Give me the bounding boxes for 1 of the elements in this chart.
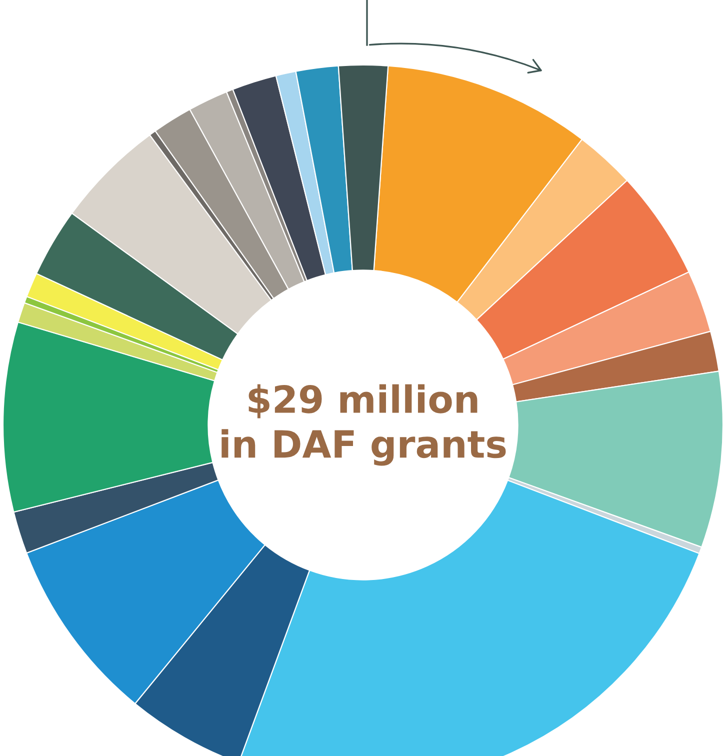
text: $29 million in DAF grants [222,384,506,466]
